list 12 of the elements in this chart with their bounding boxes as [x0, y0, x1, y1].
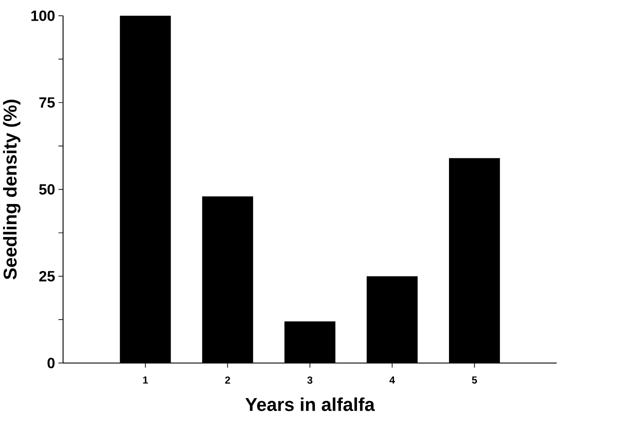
x-tick-label: 1: [143, 376, 148, 384]
x-tick-label: 3: [307, 376, 312, 384]
y-tick-label: 50: [39, 184, 55, 195]
y-tick-label: 100: [31, 10, 55, 22]
x-axis-title: Years in alfalfa: [245, 398, 375, 412]
x-tick-label: 4: [390, 376, 395, 384]
x-tick-label: 5: [472, 376, 477, 384]
y-axis-title: Seedling density (%): [3, 100, 20, 280]
y-tick-label: 0: [48, 358, 55, 368]
y-tick-label: 75: [39, 98, 55, 108]
y-tick-label: 25: [39, 271, 55, 282]
x-tick-label: 2: [225, 376, 230, 384]
